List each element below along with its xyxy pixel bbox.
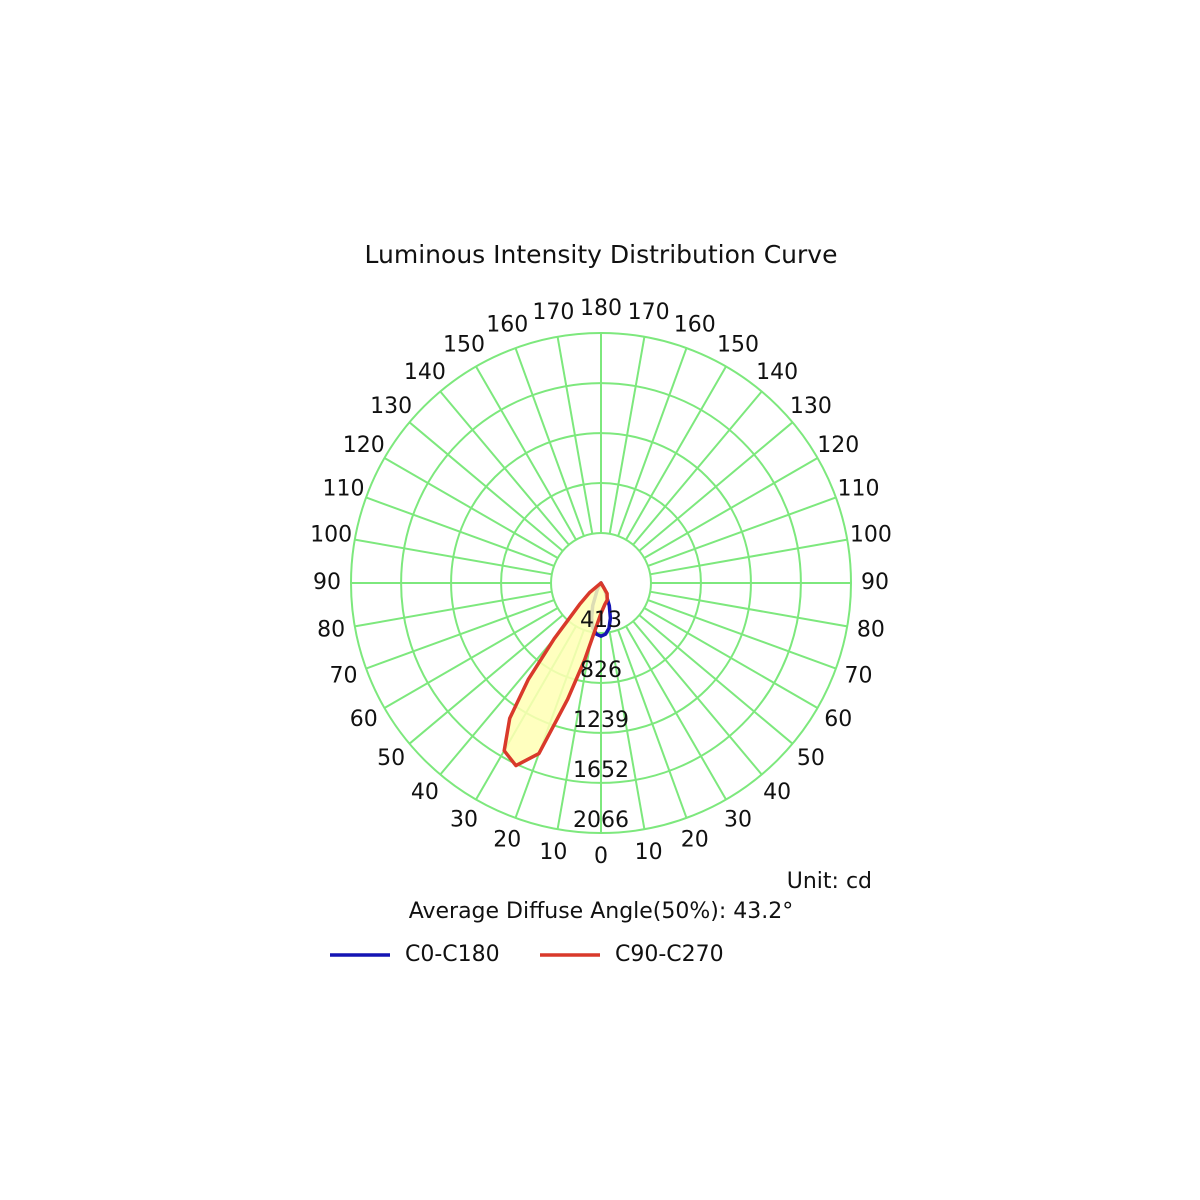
angle-tick-label: 70 [844, 664, 872, 689]
grid-spoke [643, 457, 819, 559]
angle-tick-label: 140 [404, 360, 446, 385]
angle-tick-label: 100 [850, 522, 892, 547]
grid-spoke [638, 614, 794, 745]
angle-tick-label: 150 [717, 333, 759, 358]
angle-tick-label: 140 [756, 360, 798, 385]
grid-spoke [643, 607, 819, 709]
grid-spoke [632, 620, 763, 776]
angle-tick-label: 110 [323, 476, 365, 501]
grid-spoke [556, 632, 594, 830]
grid-spoke [632, 390, 763, 546]
angle-tick-label: 60 [824, 707, 852, 732]
angle-tick-label: 50 [377, 746, 405, 771]
chart-title: Luminous Intensity Distribution Curve [365, 240, 838, 269]
grid-spoke [365, 599, 555, 670]
angle-tick-label: 70 [330, 664, 358, 689]
angle-tick-label: 80 [317, 618, 345, 643]
angle-tick-label: 180 [580, 296, 622, 321]
series-curve [502, 581, 609, 768]
grid-spoke [650, 590, 848, 628]
r-tick-label: 2066 [573, 808, 629, 833]
angle-tick-label: 30 [724, 807, 752, 832]
grid-spoke [354, 590, 552, 628]
grid-spoke [408, 421, 564, 552]
grid-spoke [608, 336, 646, 534]
r-tick-label: 1652 [573, 758, 629, 783]
legend: C0-C180 C90-C270 [330, 942, 724, 967]
angle-tick-label: 50 [797, 746, 825, 771]
grid-spoke [408, 614, 564, 745]
angle-tick-label: 0 [594, 844, 608, 869]
angle-tick-label: 20 [681, 827, 709, 852]
angle-tick-label: 40 [763, 780, 791, 805]
r-tick-label: 1239 [573, 708, 629, 733]
grid-spoke [354, 538, 552, 576]
curves [502, 581, 613, 768]
angle-tick-label: 80 [857, 618, 885, 643]
angle-tick-label: 10 [539, 840, 567, 865]
annotation: Average Diffuse Angle(50%): 43.2° [409, 899, 794, 924]
grid-spoke [556, 336, 594, 534]
angle-tick-label: 30 [450, 807, 478, 832]
grid-spoke [475, 365, 577, 541]
grid-spoke [625, 365, 727, 541]
grid-spoke [617, 347, 688, 537]
grid-spoke [439, 390, 570, 546]
angle-tick-label: 150 [443, 333, 485, 358]
legend-label: C0-C180 [405, 942, 500, 967]
grid-spoke [514, 347, 585, 537]
angle-tick-label: 120 [817, 433, 859, 458]
unit-label: Unit: cd [787, 869, 872, 894]
r-tick-label: 413 [580, 608, 622, 633]
grid-spoke [650, 538, 848, 576]
grid-spoke [608, 632, 646, 830]
grid-spoke [383, 457, 559, 559]
grid-spoke [365, 496, 555, 567]
angle-tick-label: 160 [486, 313, 528, 338]
grid-spoke [617, 629, 688, 819]
angle-tick-label: 160 [674, 313, 716, 338]
angle-tick-label: 130 [370, 394, 412, 419]
angle-tick-label: 90 [861, 570, 889, 595]
grid-spoke [647, 599, 837, 670]
angle-tick-label: 10 [635, 840, 663, 865]
angle-tick-label: 120 [343, 433, 385, 458]
angle-tick-label: 100 [310, 522, 352, 547]
angle-tick-label: 20 [493, 827, 521, 852]
angle-tick-label: 170 [532, 300, 574, 325]
angle-tick-label: 40 [411, 780, 439, 805]
angle-tick-label: 130 [790, 394, 832, 419]
grid-spoke [638, 421, 794, 552]
legend-label: C90-C270 [615, 942, 724, 967]
angle-tick-label: 170 [628, 300, 670, 325]
r-tick-label: 826 [580, 658, 622, 683]
grid-spoke [383, 607, 559, 709]
angle-tick-label: 60 [350, 707, 378, 732]
grid-spoke [647, 496, 837, 567]
grid-spoke [625, 625, 727, 801]
angle-tick-label: 90 [313, 570, 341, 595]
angle-tick-label: 110 [837, 476, 879, 501]
